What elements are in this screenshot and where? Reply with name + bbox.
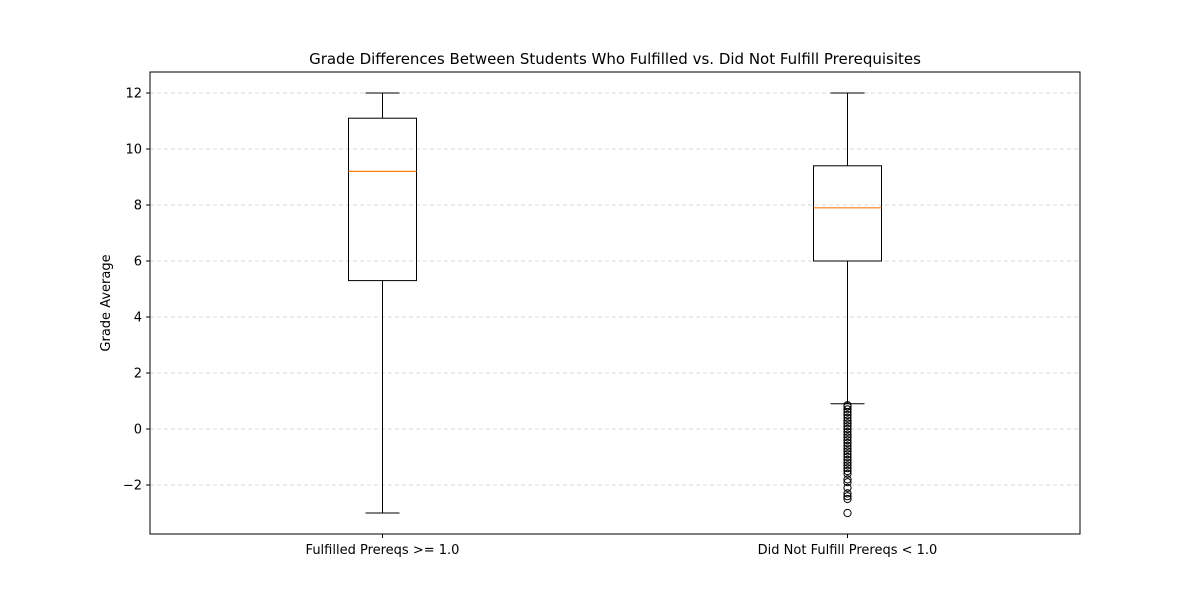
box-group (813, 92, 882, 518)
outlier-point (843, 492, 852, 501)
outlier-point (843, 427, 852, 436)
outlier-point (843, 419, 852, 428)
y-tick-label: 10 (125, 143, 142, 158)
outlier-point (843, 422, 852, 431)
outlier-point (843, 464, 852, 473)
outlier-point (843, 416, 852, 425)
outlier-point (843, 410, 852, 420)
outlier-point (843, 436, 852, 445)
chart-title: Grade Differences Between Students Who F… (309, 50, 921, 68)
outlier-point (843, 452, 852, 462)
x-tick-label: Fulfilled Prereqs >= 1.0 (306, 543, 460, 558)
plot-area-frame (149, 71, 1081, 535)
box-group (348, 92, 417, 514)
outlier-point (843, 408, 852, 417)
x-ticks: Fulfilled Prereqs >= 1.0 Did Not Fulfill … (306, 534, 938, 558)
outlier-point (843, 508, 852, 518)
outlier-point (843, 430, 852, 439)
outlier-point (843, 405, 852, 414)
iqr-box (348, 117, 417, 282)
grid-lines (150, 92, 1080, 486)
y-axis-label: Grade Average (99, 254, 114, 351)
outlier-point (843, 441, 852, 450)
outlier-point (843, 489, 852, 498)
outlier-point (843, 483, 852, 492)
outlier-point (843, 447, 852, 456)
x-tick-label: Did Not Fulfill Prereqs < 1.0 (758, 543, 938, 558)
y-tick-label: 4 (134, 311, 142, 326)
outlier-point (843, 458, 852, 467)
boxes (348, 92, 882, 518)
outlier-point (843, 444, 852, 453)
y-tick-label: 2 (134, 367, 142, 382)
outlier-point (843, 475, 852, 484)
y-tick-label: 6 (134, 255, 142, 270)
outlier-point (843, 461, 852, 470)
outlier-point (843, 438, 852, 448)
iqr-box (813, 165, 882, 262)
y-tick-label: 12 (125, 87, 142, 102)
outlier-point (843, 402, 852, 411)
y-tick-label: −2 (123, 479, 142, 494)
outlier-point (843, 494, 852, 504)
y-ticks: −2 0 2 4 6 8 10 12 (123, 87, 150, 494)
outlier-point (843, 450, 852, 459)
y-tick-label: 8 (134, 199, 142, 214)
outlier-point (843, 413, 852, 422)
outlier-point (843, 424, 852, 434)
outlier-point (843, 433, 852, 442)
outlier-point (843, 455, 852, 464)
outlier-point (843, 469, 852, 478)
outlier-point (843, 466, 852, 476)
outlier-point (843, 478, 852, 487)
y-tick-label: 0 (134, 423, 142, 438)
